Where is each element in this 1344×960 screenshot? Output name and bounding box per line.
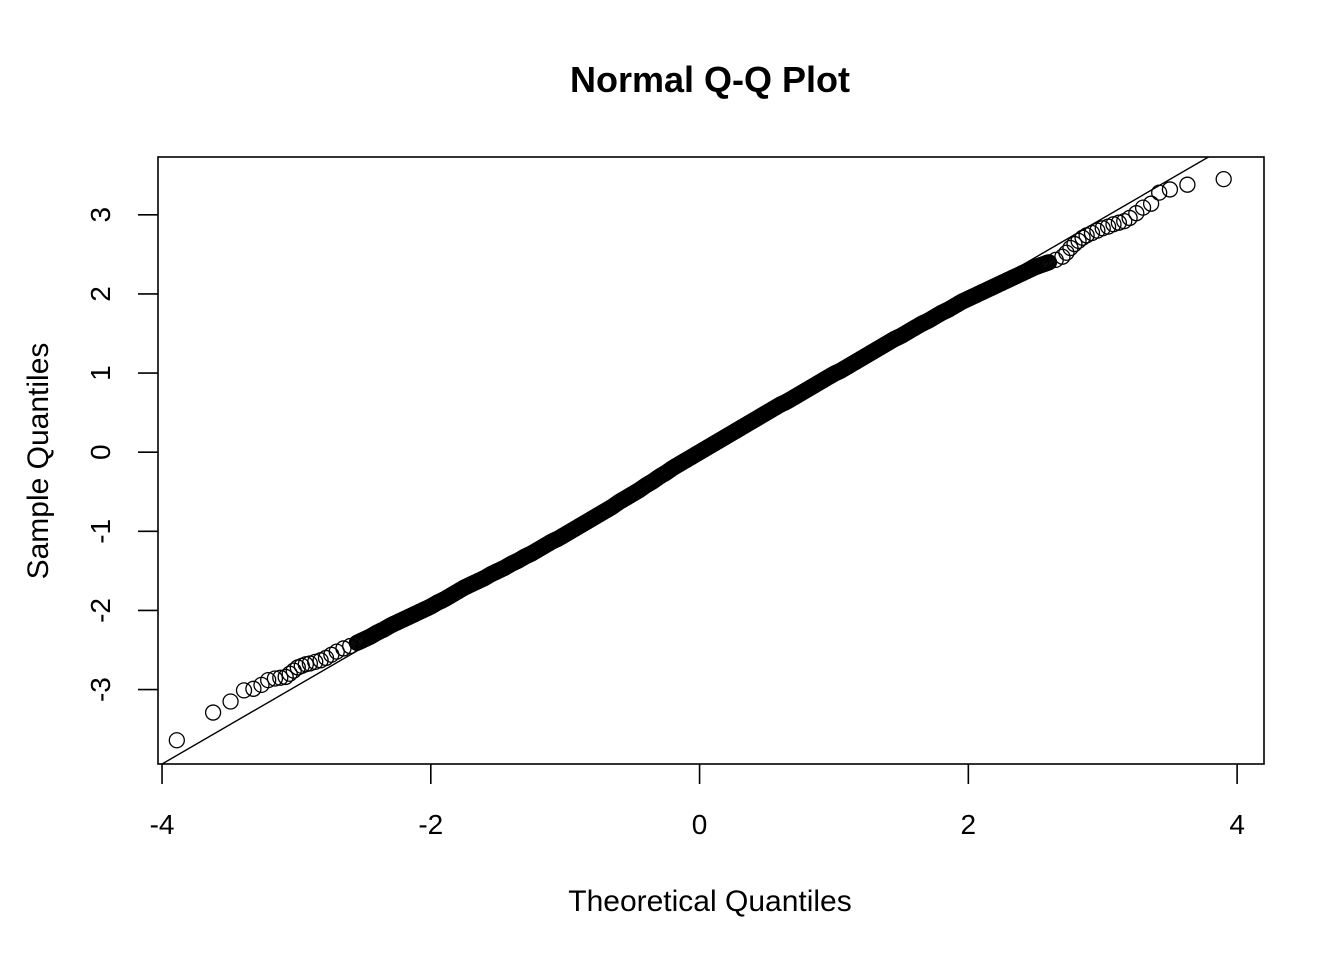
data-point [235, 682, 253, 699]
data-point [266, 670, 284, 687]
data-point [204, 704, 222, 721]
data-point [168, 732, 185, 749]
data-point [222, 693, 239, 710]
y-axis: -3 -2 -1 0 1 2 3 [85, 207, 158, 702]
y-tick-label: 2 [85, 286, 116, 302]
data-point [1151, 184, 1168, 201]
y-tick-label: 0 [85, 444, 116, 460]
y-tick-label: 1 [85, 365, 116, 381]
x-tick-label: 4 [1229, 809, 1245, 840]
plot-frame [157, 156, 1265, 765]
data-point [1128, 205, 1145, 222]
data-point [260, 671, 277, 689]
x-tick-label: 0 [692, 809, 708, 840]
data-point [1058, 244, 1075, 261]
data-point [1142, 195, 1160, 212]
data-point [245, 680, 262, 697]
data-point [253, 676, 270, 694]
x-tick-label: 2 [961, 809, 977, 840]
data-point [1215, 171, 1232, 188]
y-axis-label: Sample Quantiles [22, 343, 55, 580]
data-point [1054, 248, 1071, 265]
data-point [1134, 199, 1152, 216]
y-tick-label: -3 [85, 677, 116, 702]
data-point [1105, 216, 1122, 233]
data-points [168, 171, 1232, 749]
x-tick-label: -2 [418, 809, 443, 840]
data-point [1179, 176, 1196, 193]
data-point [317, 649, 335, 667]
data-point [1070, 232, 1087, 250]
data-point [272, 669, 289, 686]
y-tick-label: -1 [85, 519, 116, 544]
x-axis: -4 -2 0 2 4 [150, 764, 1245, 840]
x-axis-label: Theoretical Quantiles [568, 885, 851, 918]
data-point [1074, 229, 1091, 246]
chart-title: Normal Q-Q Plot [570, 59, 850, 100]
x-tick-label: -4 [150, 809, 175, 840]
y-tick-label: 3 [85, 207, 116, 223]
data-point [1161, 181, 1179, 198]
data-point [307, 653, 324, 671]
y-tick-label: -2 [85, 598, 116, 623]
